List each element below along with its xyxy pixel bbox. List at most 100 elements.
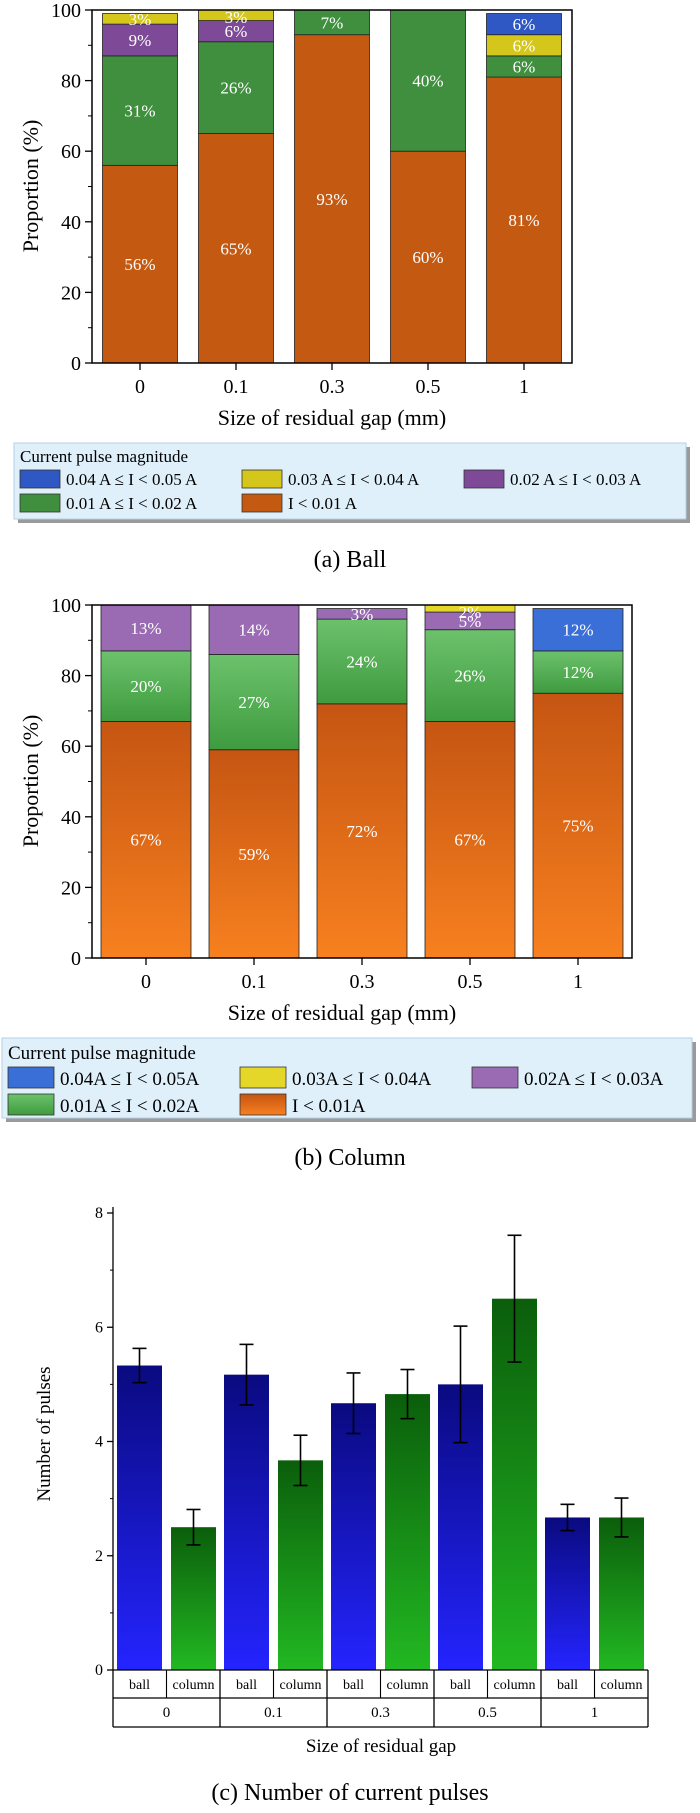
column-legend-label-3: 0.03A ≤ I < 0.04A [292,1069,432,1090]
ball-bar-0-series-1 [102,55,178,166]
ball-legend-swatch-2 [463,469,505,489]
column-legend-label-2: 0.02A ≤ I < 0.03A [524,1069,664,1090]
ball-legend-label-2: 0.02 A ≤ I < 0.03 A [510,470,642,489]
column-bar-0.5-series-1 [424,629,516,722]
column-data-label-0-series-2: 13% [130,619,161,638]
ball-data-label-0.1-series-2: 6% [225,22,248,41]
pulse-count-bar-1-ball [545,1517,590,1670]
pulse-count-subcat-label-0.3-column: column [387,1678,429,1693]
ball-caption: (a) Ball [314,547,387,573]
column-legend-label-0: I < 0.01A [292,1096,366,1117]
ball-legend-label-3: 0.03 A ≤ I < 0.04 A [288,470,420,489]
ball-data-label-1-series-0: 81% [508,211,539,230]
ball-data-label-1-series-4: 6% [513,15,536,34]
pulse-count-ytick-label-0: 0 [95,1662,103,1679]
pulse-count-category-label-0.1: 0.1 [264,1705,283,1721]
pulse-count-subcat-label-0.5-ball: ball [450,1678,471,1693]
pulse-count-subcat-label-0.5-column: column [494,1678,536,1693]
column-ytick-label-60: 60 [61,736,81,758]
column-legend-swatch-3 [239,1066,287,1089]
ball-legend-label-0: I < 0.01 A [288,494,358,513]
ball-legend-label-4: 0.04 A ≤ I < 0.05 A [66,470,198,489]
pulse-count-category-label-1: 1 [591,1705,599,1721]
column-data-label-0.5-series-1: 26% [454,667,485,686]
column-ytick-label-0: 0 [71,948,81,970]
pulse-count-bar-0-ball [117,1365,162,1670]
pulse-count-subcat-label-0.1-column: column [280,1678,322,1693]
ball-ytick-label-40: 40 [61,212,81,234]
column-xtick-label-1: 1 [573,971,583,993]
column-data-label-1-series-0: 75% [562,817,593,836]
ball-xtick-label-0.1: 0.1 [224,376,249,398]
ball-data-label-0-series-2: 9% [129,31,152,50]
ball-xlabel: Size of residual gap (mm) [218,405,447,430]
ball-data-label-0.5-series-0: 60% [412,248,443,267]
column-bar-0-series-1 [100,650,192,722]
pulse-count-subcat-label-1-column: column [601,1678,643,1693]
pulse-count-ytick-label-2: 2 [95,1548,103,1565]
ball-stacked-bars: 56%31%9%3%65%26%6%3%93%7%60%40%81%6%6%6% [102,8,562,364]
pulse-count-bar-0-column [171,1527,216,1670]
column-data-label-1-series-4: 12% [562,621,593,640]
column-xtick-label-0.1: 0.1 [242,971,267,993]
column-xtick-label-0: 0 [141,971,151,993]
column-ytick-label-100: 100 [51,595,81,617]
panel-ball: 56%31%9%3%65%26%6%3%93%7%60%40%81%6%6%6%… [13,0,690,573]
ball-data-label-0.3-series-0: 93% [316,190,347,209]
pulse-count-category-label-0: 0 [163,1705,171,1721]
column-legend-title: Current pulse magnitude [8,1043,196,1064]
ball-xtick-label-0: 0 [135,376,145,398]
column-data-label-0.1-series-2: 14% [238,621,269,640]
ball-bar-0-series-0 [102,164,178,364]
column-legend-label-1: 0.01A ≤ I < 0.02A [60,1096,200,1117]
ball-data-label-0-series-1: 31% [124,102,155,121]
column-data-label-0-series-0: 67% [130,831,161,850]
ball-ytick-label-60: 60 [61,141,81,163]
ball-data-label-1-series-3: 6% [513,36,536,55]
ball-xtick-label-0.3: 0.3 [320,376,345,398]
column-data-label-0.3-series-0: 72% [346,822,377,841]
pulse-count-caption: (c) Number of current pulses [211,1780,488,1806]
ball-legend-panel [13,442,687,520]
column-ytick-label-20: 20 [61,877,81,899]
column-bar-1-series-4 [532,608,624,652]
pulse-count-ytick-label-6: 6 [95,1319,103,1336]
ball-ytick-label-80: 80 [61,71,81,93]
column-xtick-label-0.5: 0.5 [458,971,483,993]
ball-data-label-0-series-3: 3% [129,10,152,29]
ball-bar-0-series-3 [102,13,178,25]
ball-legend: Current pulse magnitude 0.04 A ≤ I < 0.05… [13,442,690,523]
column-legend-swatch-2 [471,1066,519,1089]
column-xtick-label-0.3: 0.3 [350,971,375,993]
column-axes: 0 0.1 0.3 0.5 1 0 20 40 60 80 100 [51,595,583,993]
ball-ytick-label-20: 20 [61,282,81,304]
pulse-count-bar-0.1-ball [224,1374,269,1670]
ball-xtick-label-0.5: 0.5 [416,376,441,398]
column-data-label-0.5-series-0: 67% [454,831,485,850]
pulse-count-subcat-label-0.3-ball: ball [343,1678,364,1693]
ball-legend-title: Current pulse magnitude [20,447,188,466]
pulse-count-axes: 0 2 4 6 8 [95,1205,114,1679]
column-bar-0.1-series-2 [208,604,300,655]
column-bar-0.1-series-0 [208,749,300,959]
column-data-label-1-series-1: 12% [562,663,593,682]
pulse-count-xlabel: Size of residual gap [306,1736,456,1757]
ball-bar-0.3-series-0 [294,34,370,364]
ball-data-label-0-series-0: 56% [124,255,155,274]
pulse-count-ylabel: Number of pulses [34,1366,55,1501]
column-bar-0.5-series-0 [424,721,516,959]
column-data-label-0.1-series-1: 27% [238,693,269,712]
pulse-count-bar-0.3-ball [331,1403,376,1670]
ball-data-label-0.1-series-3: 3% [225,8,248,27]
column-legend-panel [1,1037,693,1119]
pulse-count-bar-0.3-column [385,1394,430,1670]
ball-legend-swatch-0 [241,493,283,513]
pulse-count-bars [117,1234,644,1670]
pulse-count-subcat-label-0-ball: ball [129,1678,150,1693]
column-legend-label-4: 0.04A ≤ I < 0.05A [60,1069,200,1090]
pulse-count-ytick-label-4: 4 [95,1434,103,1451]
ball-ytick-label-100: 100 [51,0,81,22]
column-legend-swatch-0 [239,1093,287,1116]
